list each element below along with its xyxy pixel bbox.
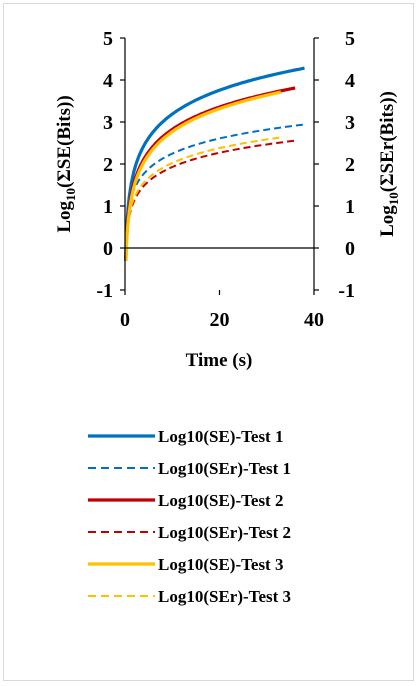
chart-frame [3, 3, 414, 681]
legend-label-6: Log10(SEr)-Test 3 [158, 587, 291, 606]
ticks: -1 0 1 2 3 4 5 -1 0 1 2 3 4 5 0 20 40 [96, 28, 355, 331]
x-tick-label: 20 [210, 309, 230, 331]
legend-label-5: Log10(SE)-Test 3 [158, 555, 283, 574]
legend-label-4: Log10(SEr)-Test 2 [158, 523, 291, 542]
y2-tick-label: 1 [345, 196, 355, 218]
legend-label-2: Log10(SEr)-Test 1 [158, 459, 291, 478]
y2-tick-label: 2 [345, 154, 355, 176]
y2-tick-label: 0 [345, 238, 355, 260]
y2-tick-label: 4 [345, 70, 355, 92]
y-tick-label: 0 [103, 238, 113, 260]
series-line-3 [124, 86, 296, 261]
y-tick-label: 1 [103, 196, 113, 218]
y-tick-label: 3 [103, 112, 113, 134]
series-line-4 [124, 139, 296, 261]
y2-tick-label: -1 [338, 280, 355, 302]
legend-label-1: Log10(SE)-Test 1 [158, 427, 283, 446]
y-tick-label: 5 [103, 28, 113, 50]
legend: Log10(SE)-Test 1 Log10(SEr)-Test 1 Log10(S… [88, 427, 291, 606]
x-axis-title: Time (s) [186, 350, 253, 371]
y2-tick-label: 5 [345, 28, 355, 50]
y-axis-title-left: Log10(ΣSE(Bits)) [54, 95, 78, 232]
y-tick-label: 4 [103, 70, 113, 92]
series-line-2 [124, 123, 305, 261]
y-tick-label: -1 [96, 280, 113, 302]
series-line-6 [124, 136, 282, 261]
x-tick-label: 40 [304, 309, 324, 331]
y-axis-title-right: Log10(ΣSEr(Bits)) [377, 91, 401, 237]
y-tick-label: 2 [103, 154, 113, 176]
y2-tick-label: 3 [345, 112, 355, 134]
plot-lines [124, 66, 305, 261]
legend-label-3: Log10(SE)-Test 2 [158, 491, 283, 510]
x-tick-label: 0 [120, 309, 130, 331]
